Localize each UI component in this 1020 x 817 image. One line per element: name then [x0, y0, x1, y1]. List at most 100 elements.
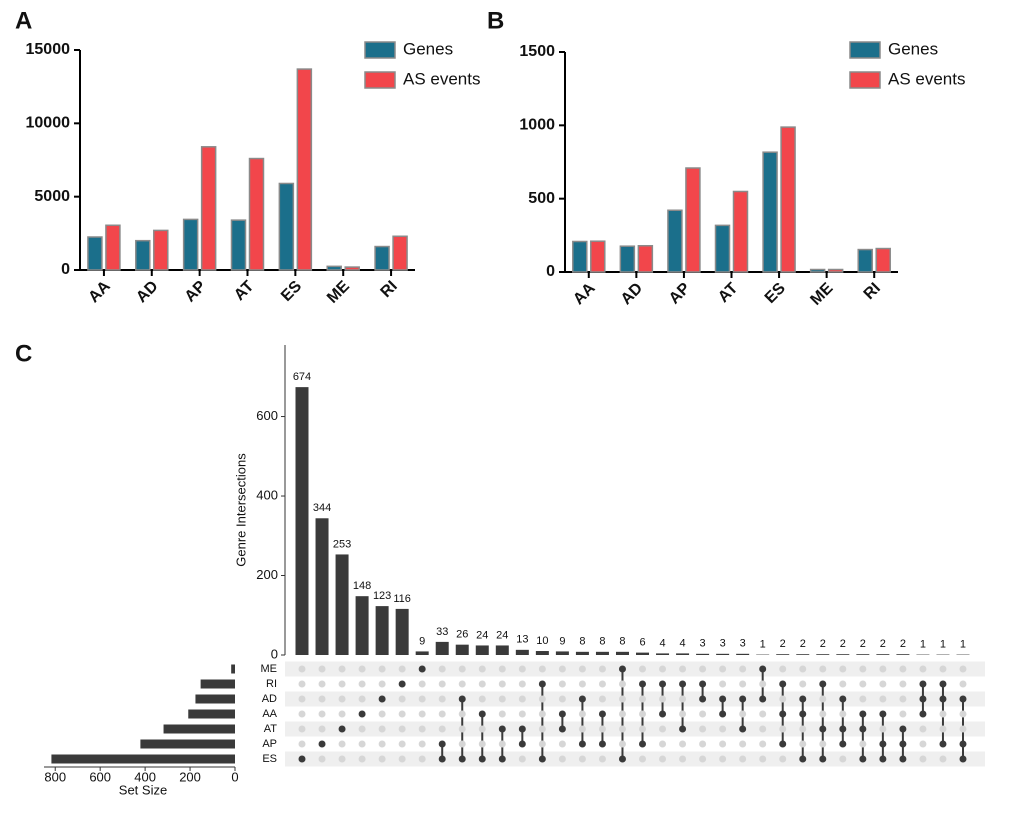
empty-dot [939, 665, 947, 673]
empty-dot [679, 665, 687, 673]
bar-label: 9 [559, 635, 565, 647]
intersection-bar [856, 654, 870, 655]
bar [590, 240, 606, 273]
member-dot [779, 740, 787, 748]
bar [619, 245, 636, 273]
empty-dot [338, 680, 346, 688]
member-dot [598, 710, 606, 718]
empty-dot [378, 725, 386, 733]
member-dot [438, 755, 446, 763]
empty-dot [498, 710, 506, 718]
matrix-row [285, 661, 985, 677]
bar [714, 224, 731, 273]
empty-dot [739, 740, 747, 748]
member-dot [518, 725, 526, 733]
empty-dot [598, 755, 606, 763]
intersection-bar [696, 653, 710, 655]
empty-dot [538, 665, 546, 673]
empty-dot [799, 725, 807, 733]
intersection-bar [615, 651, 629, 655]
member-dot [699, 695, 707, 703]
x-tick-label: AA [85, 277, 114, 306]
empty-dot [659, 665, 667, 673]
intersection-bar [515, 649, 529, 655]
empty-dot [338, 695, 346, 703]
bar-label: 344 [313, 502, 331, 514]
intersection-bar [375, 606, 389, 655]
x-tick-label: 200 [179, 769, 201, 784]
member-dot [779, 710, 787, 718]
member-dot [679, 725, 687, 733]
empty-dot [679, 710, 687, 718]
bar-label: 3 [720, 638, 726, 650]
empty-dot [538, 725, 546, 733]
empty-dot [478, 695, 486, 703]
bar-label: 2 [880, 638, 886, 650]
legend-label: AS events [403, 69, 481, 88]
member-dot [879, 755, 887, 763]
set-size-bar [231, 664, 235, 674]
empty-dot [699, 665, 707, 673]
bar [780, 126, 796, 273]
empty-dot [939, 725, 947, 733]
empty-dot [438, 665, 446, 673]
member-dot [779, 680, 787, 688]
member-dot [719, 695, 727, 703]
empty-dot [298, 680, 306, 688]
empty-dot [398, 665, 406, 673]
empty-dot [919, 740, 927, 748]
set-label: AD [262, 693, 277, 705]
empty-dot [378, 755, 386, 763]
x-tick-label: AA [570, 279, 599, 308]
empty-dot [699, 755, 707, 763]
legend-swatch [364, 71, 396, 89]
x-tick-label: 800 [44, 769, 66, 784]
bar [732, 190, 749, 273]
legend-swatch [849, 41, 881, 59]
bar-label: 26 [456, 629, 468, 641]
empty-dot [659, 755, 667, 763]
member-dot [799, 710, 807, 718]
empty-dot [799, 740, 807, 748]
member-dot [618, 755, 626, 763]
intersection-bar [836, 654, 850, 655]
empty-dot [358, 740, 366, 748]
empty-dot [558, 755, 566, 763]
empty-dot [458, 725, 466, 733]
empty-dot [659, 695, 667, 703]
empty-dot [959, 710, 967, 718]
intersection-bar [495, 645, 509, 655]
empty-dot [879, 695, 887, 703]
empty-dot [899, 710, 907, 718]
intersection-bar [736, 653, 750, 655]
empty-dot [498, 695, 506, 703]
empty-dot [639, 695, 647, 703]
bar [762, 151, 778, 273]
set-size-bar [200, 679, 235, 689]
member-dot [578, 695, 586, 703]
empty-dot [418, 695, 426, 703]
member-dot [759, 665, 767, 673]
member-dot [819, 725, 827, 733]
empty-dot [358, 755, 366, 763]
bar-label: 2 [800, 638, 806, 650]
bar [105, 224, 121, 271]
member-dot [358, 710, 366, 718]
member-dot [639, 680, 647, 688]
empty-dot [839, 680, 847, 688]
empty-dot [458, 740, 466, 748]
bar-label: 24 [476, 629, 488, 641]
bar [182, 218, 199, 271]
x-tick-label: RI [861, 280, 884, 303]
empty-dot [899, 665, 907, 673]
intersection-bar [395, 608, 409, 655]
bar [278, 182, 295, 271]
empty-dot [939, 710, 947, 718]
empty-dot [478, 725, 486, 733]
y-tick-label: 200 [256, 567, 278, 582]
empty-dot [879, 665, 887, 673]
empty-dot [819, 710, 827, 718]
y-tick-label: 5000 [34, 188, 70, 205]
intersection-bar [816, 654, 830, 655]
empty-dot [759, 725, 767, 733]
